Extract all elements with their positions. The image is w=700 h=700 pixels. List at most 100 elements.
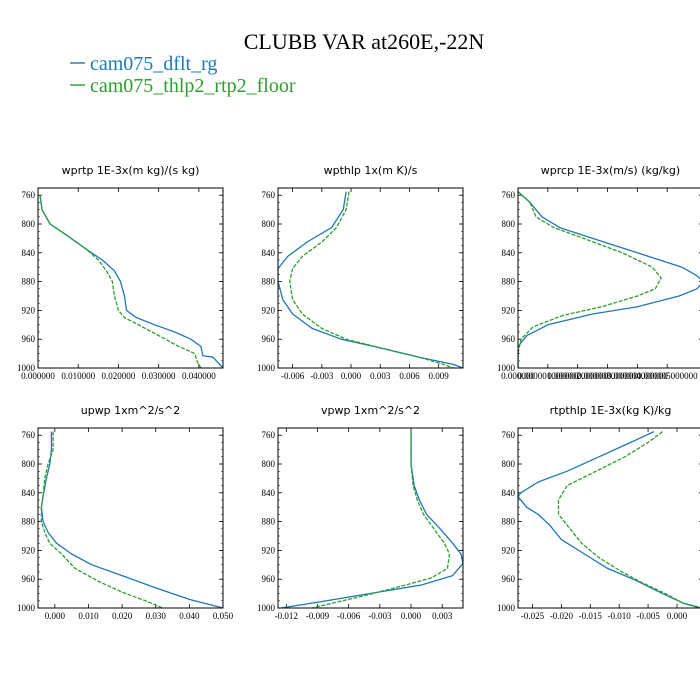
- figure-title: CLUBB VAR at260E,-22N: [244, 29, 485, 54]
- y-tick-label: 800: [262, 459, 276, 469]
- x-tick-label: 0.000004000000: [607, 371, 668, 381]
- series-line-thlp2-rtp2-floor: [40, 431, 163, 608]
- x-tick-label: 0.003: [370, 371, 391, 381]
- x-tick-label: 0.050: [213, 611, 234, 621]
- y-tick-label: 800: [262, 219, 276, 229]
- panel-wpthlp: wpthlp 1x(m K)/s 760 800 840 880 920 960 1000 -0…: [257, 164, 464, 381]
- x-tick-label: 0.000002000000: [547, 371, 608, 381]
- y-tick-label: 880: [502, 517, 516, 527]
- y-tick-label: 1000: [17, 603, 36, 613]
- series-line-dflt-rg: [40, 431, 223, 608]
- panel-title: upwp 1xm^2/s^2: [81, 404, 181, 417]
- y-tick-label: 960: [502, 334, 516, 344]
- x-tick-label: 0.000: [401, 611, 422, 621]
- y-tick-label: 1000: [497, 603, 516, 613]
- y-tick-label: 960: [262, 574, 276, 584]
- x-tick-label: 0.003: [432, 611, 453, 621]
- x-tick-label: 0.009: [429, 371, 450, 381]
- y-tick-label: 880: [502, 277, 516, 287]
- x-tick-label: 0.000001000000: [517, 371, 578, 381]
- x-tick-label: -0.005: [636, 611, 660, 621]
- x-tick-label: -0.009: [306, 611, 330, 621]
- y-tick-label: 800: [22, 219, 36, 229]
- y-tick-label: 920: [22, 545, 36, 555]
- y-tick-label: 760: [262, 190, 276, 200]
- y-tick-label: 960: [22, 334, 36, 344]
- x-tick-label: 0.000000: [501, 371, 535, 381]
- y-tick-label: 920: [262, 545, 276, 555]
- series-line-thlp2-rtp2-floor: [518, 191, 662, 368]
- x-tick-label: 0.000005000000: [637, 371, 698, 381]
- y-tick-label: 920: [22, 305, 36, 315]
- y-tick-label: 920: [502, 545, 516, 555]
- x-tick-label: 0.030: [146, 611, 167, 621]
- y-tick-label: 920: [502, 305, 516, 315]
- panel-title: rtpthlp 1E-3x(kg K)/kg: [550, 404, 672, 417]
- y-tick-label: 760: [502, 430, 516, 440]
- y-tick-label: 960: [262, 334, 276, 344]
- panel-vpwp: vpwp 1xm^2/s^27608008408809209601000-0.0…: [257, 404, 464, 621]
- panel-title: wprcp 1E-3x(m/s) (kg/kg): [541, 164, 680, 177]
- panel-frame: [277, 187, 464, 369]
- x-tick-label: 0.020: [112, 611, 133, 621]
- series-line-dflt-rg: [281, 431, 463, 608]
- panel-frame: [517, 427, 700, 609]
- x-tick-label: -0.025: [521, 611, 545, 621]
- series-line-dflt-rg: [518, 191, 700, 368]
- legend-label-0: cam075_dflt_rg: [90, 53, 217, 75]
- x-tick-label: 0.020000: [102, 371, 136, 381]
- panel-wprcp: wprcp 1E-3x(m/s) (kg/kg) 760 800 840 880 920 9…: [497, 164, 700, 381]
- y-tick-label: 920: [262, 305, 276, 315]
- panels: wprtp 1E-3x(m kg)/(s kg) 760 800 840 880 920 9…: [17, 164, 700, 621]
- legend: cam075_dflt_rg cam075_thlp2_rtp2_floor: [70, 53, 296, 97]
- x-tick-label: 0.006: [399, 371, 420, 381]
- panel-frame: [517, 187, 700, 369]
- y-tick-label: 960: [502, 574, 516, 584]
- y-tick-label: 760: [502, 190, 516, 200]
- y-tick-label: 840: [502, 248, 516, 258]
- y-tick-label: 1000: [497, 363, 516, 373]
- y-tick-label: 1000: [257, 603, 276, 613]
- x-tick-label: 0.040: [179, 611, 200, 621]
- y-tick-label: 840: [502, 488, 516, 498]
- x-tick-label: 0.000000: [21, 371, 55, 381]
- panel-frame: [37, 187, 224, 369]
- x-tick-label: -0.006: [281, 371, 305, 381]
- y-tick-label: 800: [502, 459, 516, 469]
- y-tick-label: 800: [502, 219, 516, 229]
- y-tick-label: 880: [22, 517, 36, 527]
- x-tick-label: -0.012: [275, 611, 298, 621]
- x-tick-label: -0.003: [310, 371, 334, 381]
- series-line-dflt-rg: [278, 191, 463, 368]
- y-tick-label: 880: [262, 277, 276, 287]
- y-tick-label: 1000: [257, 363, 276, 373]
- panel-upwp: upwp 1xm^2/s^2 760 800 840 880 920 960 1000 0.00…: [17, 404, 234, 621]
- panel-title: wprtp 1E-3x(m kg)/(s kg): [62, 164, 200, 177]
- legend-label-1: cam075_thlp2_rtp2_floor: [90, 75, 296, 97]
- x-tick-label: -0.006: [337, 611, 361, 621]
- series-line-thlp2-rtp2-floor: [557, 431, 700, 608]
- panel-frame: [277, 427, 464, 609]
- y-tick-label: 800: [22, 459, 36, 469]
- x-tick-label: 0.010000: [61, 371, 95, 381]
- panel-title: vpwp 1xm^2/s^2: [321, 404, 420, 417]
- x-tick-label: 0.000: [45, 611, 66, 621]
- series-line-thlp2-rtp2-floor: [39, 195, 202, 368]
- x-tick-label: 0.000: [667, 611, 688, 621]
- y-tick-label: 960: [22, 574, 36, 584]
- y-tick-label: 760: [22, 430, 36, 440]
- y-tick-label: 840: [262, 488, 276, 498]
- y-tick-label: 840: [22, 488, 36, 498]
- x-tick-label: 0.010: [78, 611, 99, 621]
- series-line-dflt-rg: [39, 195, 223, 368]
- panel-rtpthlp: rtpthlp 1E-3x(kg K)/kg 760 800 840 880 920 960…: [497, 404, 700, 621]
- x-tick-label: 0.000003000000: [577, 371, 638, 381]
- series-line-dflt-rg: [518, 431, 700, 608]
- y-tick-label: 880: [262, 517, 276, 527]
- y-tick-label: 760: [262, 430, 276, 440]
- y-tick-label: 880: [22, 277, 36, 287]
- series-line-thlp2-rtp2-floor: [289, 191, 454, 368]
- y-tick-label: 760: [22, 190, 36, 200]
- y-tick-label: 840: [262, 248, 276, 258]
